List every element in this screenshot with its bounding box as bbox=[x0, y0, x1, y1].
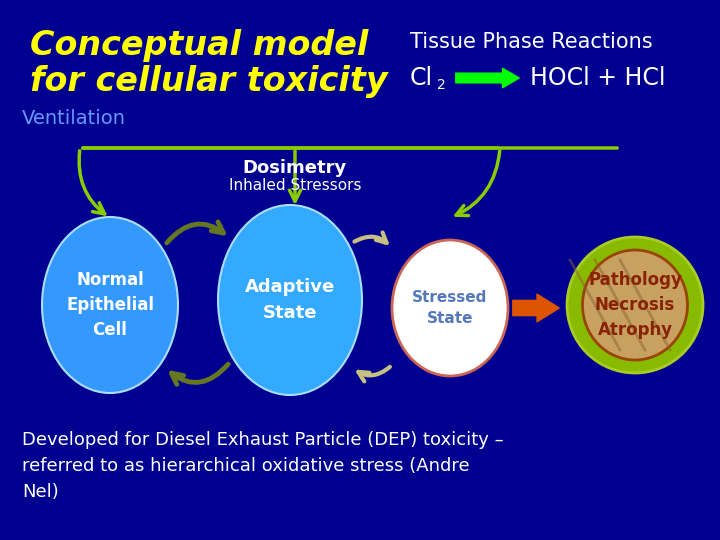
Ellipse shape bbox=[218, 205, 362, 395]
Text: Conceptual model: Conceptual model bbox=[30, 29, 369, 62]
Text: HOCl + HCl: HOCl + HCl bbox=[530, 66, 665, 90]
Text: Tissue Phase Reactions: Tissue Phase Reactions bbox=[410, 32, 652, 52]
Text: referred to as hierarchical oxidative stress (Andre: referred to as hierarchical oxidative st… bbox=[22, 457, 469, 475]
Text: Cl: Cl bbox=[410, 66, 433, 90]
Ellipse shape bbox=[42, 217, 178, 393]
Text: Ventilation: Ventilation bbox=[22, 109, 126, 127]
Text: Nel): Nel) bbox=[22, 483, 59, 501]
Text: Pathology
Necrosis
Atrophy: Pathology Necrosis Atrophy bbox=[588, 271, 682, 339]
Text: Inhaled Stressors: Inhaled Stressors bbox=[229, 179, 361, 193]
Ellipse shape bbox=[582, 250, 688, 360]
FancyArrowPatch shape bbox=[513, 294, 559, 322]
Text: Developed for Diesel Exhaust Particle (DEP) toxicity –: Developed for Diesel Exhaust Particle (D… bbox=[22, 431, 503, 449]
Text: 2: 2 bbox=[437, 78, 446, 92]
Text: Normal
Epithelial
Cell: Normal Epithelial Cell bbox=[66, 271, 154, 339]
Text: for cellular toxicity: for cellular toxicity bbox=[30, 65, 387, 98]
Ellipse shape bbox=[392, 240, 508, 376]
Text: Dosimetry: Dosimetry bbox=[243, 159, 347, 177]
Circle shape bbox=[567, 237, 703, 373]
Text: Stressed
State: Stressed State bbox=[413, 290, 487, 326]
FancyArrowPatch shape bbox=[456, 68, 519, 87]
Text: Adaptive
State: Adaptive State bbox=[245, 279, 335, 321]
